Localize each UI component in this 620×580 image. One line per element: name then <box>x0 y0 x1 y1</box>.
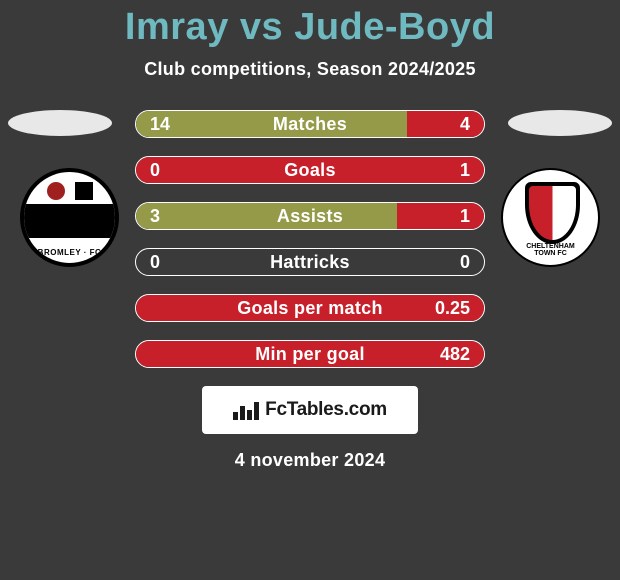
page-title: Imray vs Jude-Boyd <box>0 6 620 49</box>
player-a-silhouette <box>8 110 112 136</box>
footer-date: 4 november 2024 <box>0 450 620 471</box>
brand-text: FcTables.com <box>265 399 387 421</box>
cheltenham-badge-text: CHELTENHAM TOWN FC <box>503 243 598 257</box>
stat-bar: Matches14 4 <box>135 110 485 138</box>
bromley-badge-icon: BROMLEY · FC <box>20 168 119 267</box>
brand-logo: FcTables.com <box>202 386 418 434</box>
stat-bar-label: Matches <box>136 111 484 137</box>
season-subtitle: Club competitions, Season 2024/2025 <box>0 59 620 80</box>
stat-bar-label: Goals per match <box>136 295 484 321</box>
player-a-club-badge: BROMLEY · FC <box>20 168 119 267</box>
stat-bar-value-a: 0 <box>150 249 160 275</box>
stat-bar-value-b: 4 <box>460 111 470 137</box>
stat-bar-value-b: 0.25 <box>435 295 470 321</box>
stat-bar-label: Hattricks <box>136 249 484 275</box>
stat-bar: Assists3 1 <box>135 202 485 230</box>
bromley-badge-text: BROMLEY · FC <box>24 248 115 257</box>
player-b-silhouette <box>508 110 612 136</box>
stat-bar-value-b: 482 <box>440 341 470 367</box>
stat-bar: Min per goal482 <box>135 340 485 368</box>
stat-bar: Goals0 1 <box>135 156 485 184</box>
stat-bar: Hattricks0 0 <box>135 248 485 276</box>
stat-bar-label: Min per goal <box>136 341 484 367</box>
stat-bar-label: Goals <box>136 157 484 183</box>
stat-bar-value-b: 1 <box>460 157 470 183</box>
cheltenham-badge-icon: CHELTENHAM TOWN FC <box>501 168 600 267</box>
comparison-card: Imray vs Jude-Boyd Club competitions, Se… <box>0 0 620 580</box>
stat-bar-label: Assists <box>136 203 484 229</box>
stat-bar-value-b: 1 <box>460 203 470 229</box>
stat-bar-value-a: 14 <box>150 111 170 137</box>
stat-bar: Goals per match0.25 <box>135 294 485 322</box>
stat-bars: Matches144Goals01Assists31Hattricks00Goa… <box>135 110 485 368</box>
stat-bar-value-a: 0 <box>150 157 160 183</box>
stat-bar-value-b: 0 <box>460 249 470 275</box>
stat-bar-value-a: 3 <box>150 203 160 229</box>
bar-chart-icon <box>233 400 259 420</box>
player-b-club-badge: CHELTENHAM TOWN FC <box>501 168 600 267</box>
content-area: BROMLEY · FC CHELTENHAM TOWN FC Matches1… <box>0 110 620 471</box>
